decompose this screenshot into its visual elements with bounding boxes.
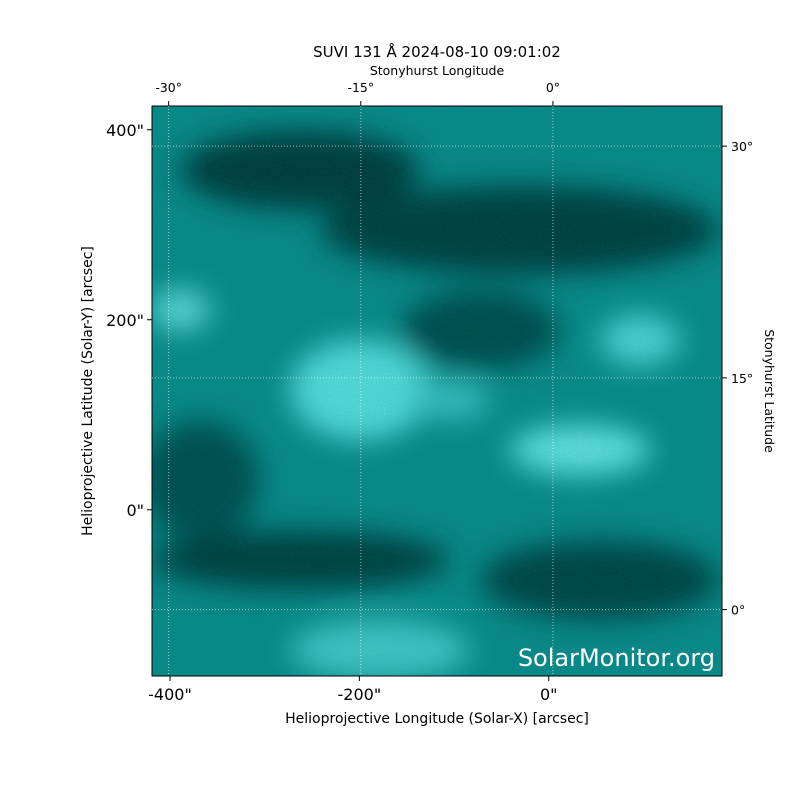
- y2-tick-label: 15°: [731, 371, 753, 386]
- x2-tick-label: -15°: [347, 80, 374, 95]
- x2-axis-label: Stonyhurst Longitude: [370, 63, 505, 78]
- x2-tick-label: 0°: [546, 80, 560, 95]
- y2-tick-label: 0°: [731, 603, 745, 618]
- y2-axis-label: Stonyhurst Latitude: [762, 329, 777, 453]
- y-tick-label: 0": [126, 501, 144, 520]
- x-axis-label: Helioprojective Longitude (Solar-X) [arc…: [285, 711, 589, 727]
- y-tick-label: 400": [106, 121, 144, 140]
- y-axis-label: Helioprojective Latitude (Solar-Y) [arcs…: [80, 246, 96, 536]
- x-tick-label: -400": [148, 685, 192, 704]
- y2-tick-label: 30°: [731, 139, 753, 154]
- chart-title: SUVI 131 Å 2024-08-10 09:01:02: [313, 42, 561, 61]
- y-tick-label: 200": [106, 311, 144, 330]
- plot-frame: [151, 105, 723, 677]
- solar-image: SolarMonitor.org: [152, 106, 722, 676]
- x2-tick-label: -30°: [155, 80, 182, 95]
- watermark: SolarMonitor.org: [518, 644, 715, 672]
- x-tick-label: -200": [338, 685, 382, 704]
- x-tick-label: 0": [540, 685, 558, 704]
